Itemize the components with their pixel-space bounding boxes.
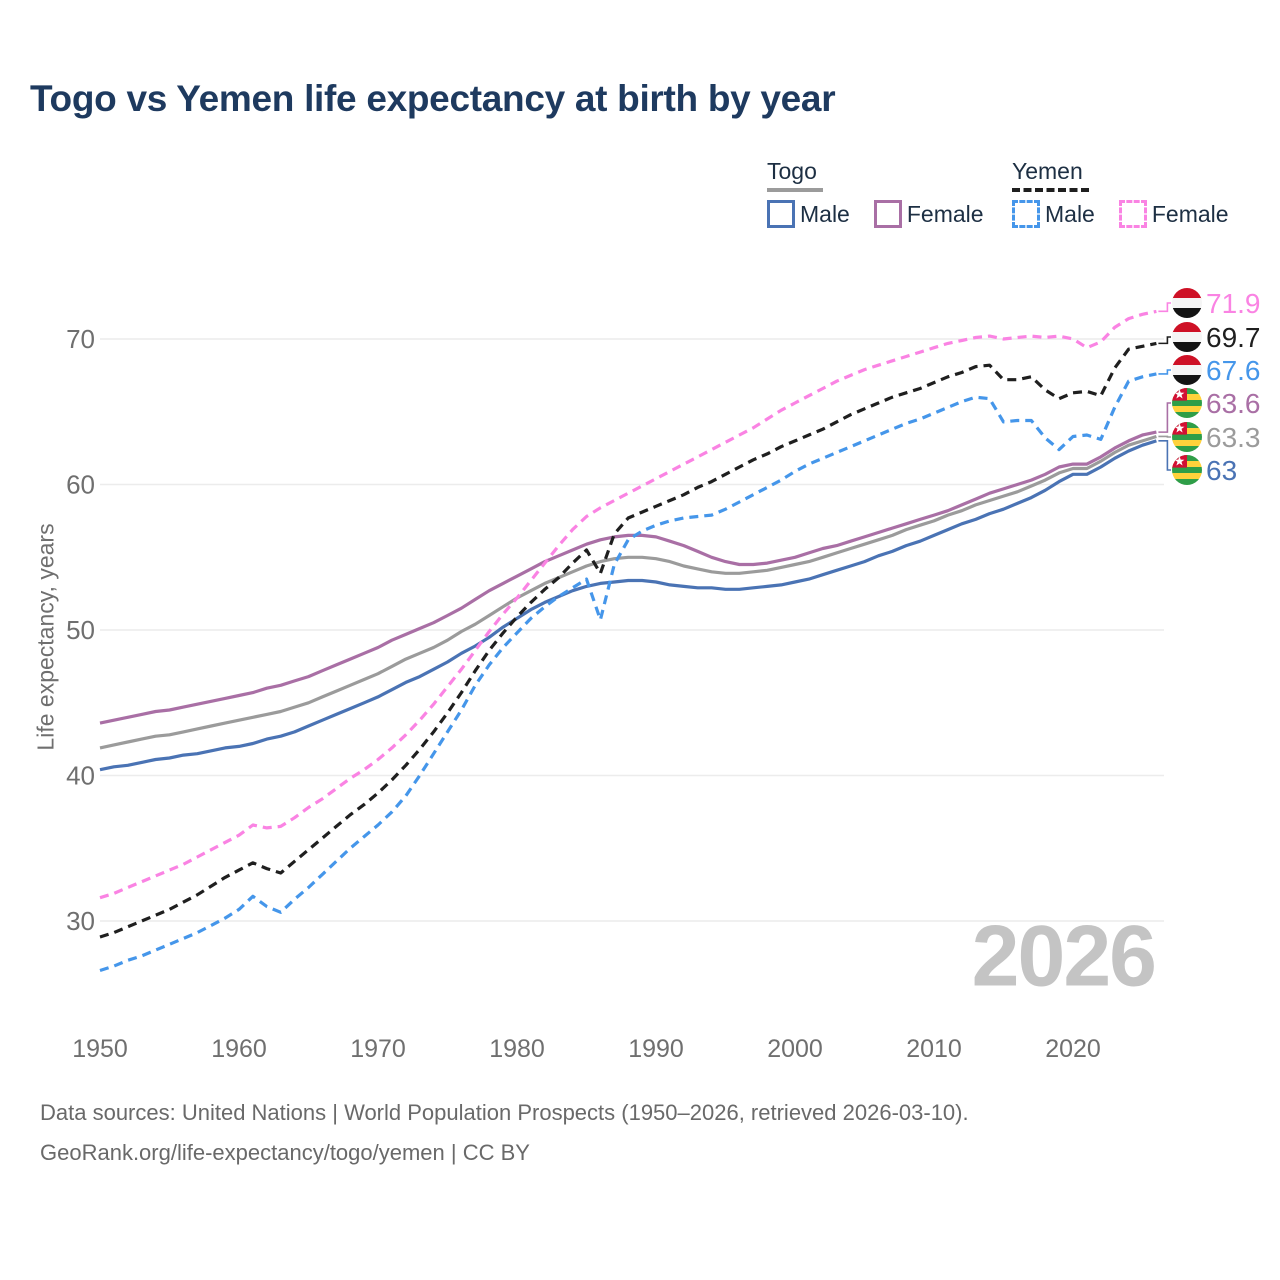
y-tick-label: 60 bbox=[66, 470, 95, 500]
series-line-yemen-both-sexes bbox=[99, 341, 1157, 939]
y-tick-label: 70 bbox=[66, 324, 95, 354]
legend-item-yemen-female: Female bbox=[1118, 200, 1229, 228]
legend-yemen-title: Yemen bbox=[1012, 158, 1089, 192]
end-value-label-togo-female: 63.6 bbox=[1206, 388, 1261, 419]
x-tick-label: 1990 bbox=[628, 1035, 684, 1063]
legend-group-yemen: Yemen Male Female bbox=[1012, 158, 1229, 228]
yemen-flag-icon bbox=[1172, 322, 1202, 352]
togo-flag-icon bbox=[1172, 388, 1202, 418]
end-label-connector-yemen-male bbox=[1158, 369, 1171, 375]
x-tick-label: 1980 bbox=[489, 1035, 545, 1063]
x-tick-label: 2000 bbox=[767, 1035, 823, 1063]
end-value-label-togo-both-sexes: 63.3 bbox=[1206, 422, 1261, 453]
legend-yemen-items: Male Female bbox=[1012, 200, 1229, 228]
end-value-label-yemen-female: 71.9 bbox=[1206, 288, 1261, 319]
page-title: Togo vs Yemen life expectancy at birth b… bbox=[30, 78, 836, 119]
legend-togo-items: Male Female bbox=[767, 200, 984, 228]
end-label-connector-yemen-both-sexes bbox=[1158, 336, 1171, 345]
year-watermark: 2026 bbox=[971, 908, 1157, 1005]
togo-flag-icon bbox=[1172, 422, 1202, 452]
legend-item-togo-male: Male bbox=[767, 200, 850, 228]
yemen-flag-icon bbox=[1172, 355, 1202, 385]
yemen-female-swatch-icon bbox=[1118, 200, 1147, 228]
series-line-yemen-female bbox=[99, 309, 1157, 900]
series-line-togo-both-sexes bbox=[99, 434, 1157, 750]
end-value-label-yemen-male: 67.6 bbox=[1206, 355, 1261, 386]
togo-female-swatch-icon bbox=[873, 200, 902, 228]
end-label-connector-togo-male bbox=[1158, 440, 1171, 471]
end-label-connector-togo-female bbox=[1158, 402, 1171, 433]
end-value-label-togo-male: 63 bbox=[1206, 455, 1237, 486]
x-tick-label: 1950 bbox=[72, 1035, 128, 1063]
y-tick-label: 40 bbox=[66, 761, 95, 791]
legend-togo-title: Togo bbox=[767, 158, 823, 192]
x-tick-label: 2010 bbox=[906, 1035, 962, 1063]
togo-flag-icon bbox=[1172, 455, 1202, 485]
legend-label-togo-female: Female bbox=[906, 200, 984, 227]
x-tick-label: 1970 bbox=[350, 1035, 406, 1063]
y-tick-label: 30 bbox=[66, 906, 95, 936]
x-tick-label: 1960 bbox=[211, 1035, 267, 1063]
legend-label-yemen-male: Male bbox=[1045, 200, 1095, 227]
legend-label-togo-male: Male bbox=[800, 200, 850, 227]
series-line-yemen-male bbox=[99, 372, 1157, 973]
end-label-connector-togo-both-sexes bbox=[1158, 435, 1171, 438]
y-tick-label: 50 bbox=[66, 615, 95, 645]
end-value-label-yemen-both-sexes: 69.7 bbox=[1206, 322, 1261, 353]
end-label-connector-yemen-female bbox=[1158, 302, 1171, 313]
yemen-male-swatch-icon bbox=[1012, 200, 1040, 228]
legend-label-yemen-female: Female bbox=[1151, 200, 1229, 227]
series-line-togo-male bbox=[99, 439, 1157, 772]
yemen-flag-icon bbox=[1172, 288, 1202, 318]
togo-male-swatch-icon bbox=[767, 200, 795, 228]
legend-group-togo: Togo Male Female bbox=[767, 158, 984, 228]
x-tick-label: 2020 bbox=[1045, 1035, 1101, 1063]
footer-attribution: GeoRank.org/life-expectancy/togo/yemen |… bbox=[40, 1140, 530, 1165]
y-axis-label: Life expectancy, years bbox=[32, 523, 59, 751]
series-line-togo-female bbox=[99, 430, 1157, 725]
legend-item-yemen-male: Male bbox=[1012, 200, 1095, 228]
footer-data-sources: Data sources: United Nations | World Pop… bbox=[40, 1100, 969, 1125]
legend-item-togo-female: Female bbox=[873, 200, 984, 228]
